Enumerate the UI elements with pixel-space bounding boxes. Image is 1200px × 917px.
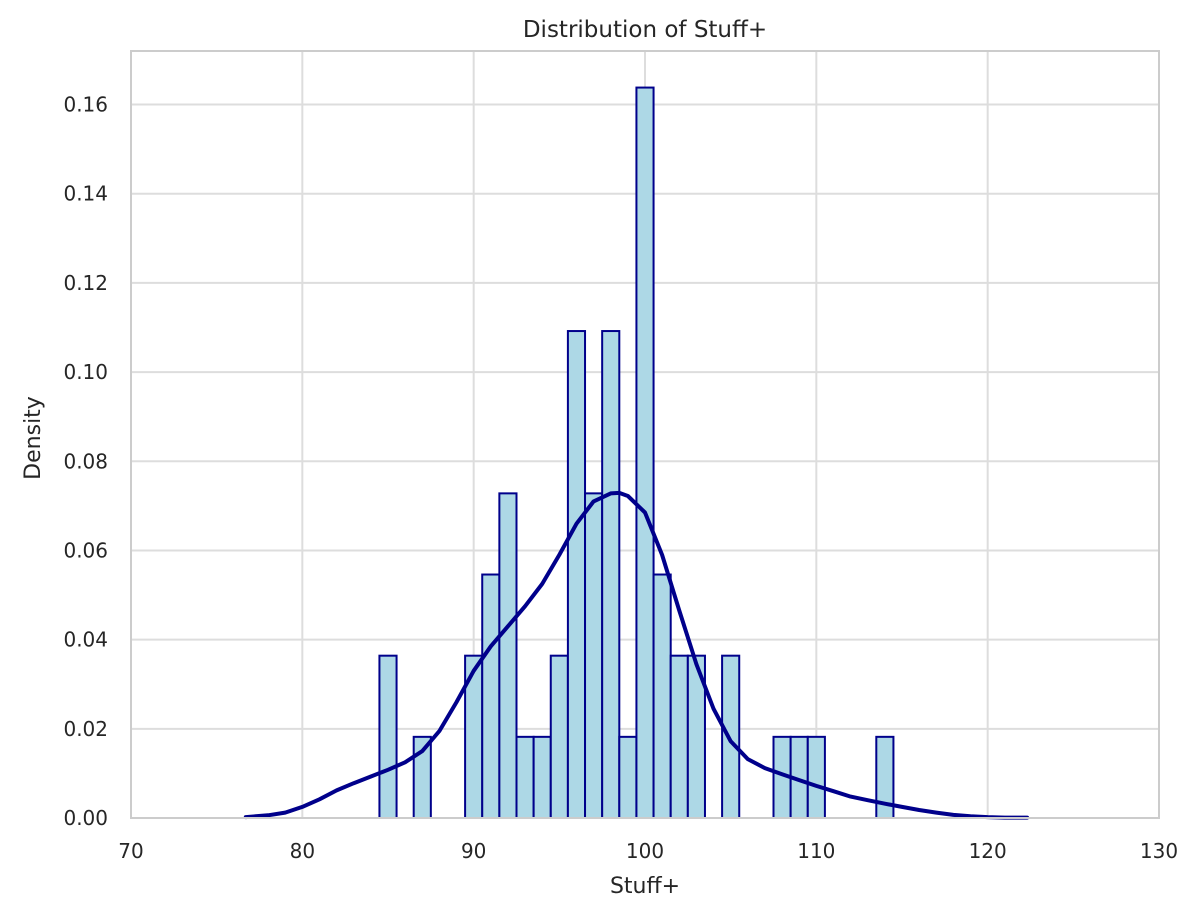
y-tick-label: 0.06 bbox=[63, 538, 108, 562]
histogram-bar bbox=[378, 654, 398, 819]
x-tick-label: 80 bbox=[290, 839, 315, 863]
y-tick-label: 0.04 bbox=[63, 628, 108, 652]
histogram-bar bbox=[721, 654, 741, 819]
histogram-bar bbox=[481, 573, 501, 819]
y-tick-label: 0.10 bbox=[63, 360, 108, 384]
kde-curve bbox=[243, 490, 1030, 820]
histogram-bar bbox=[584, 492, 604, 819]
y-axis-ticks: 0.00 0.02 0.04 0.06 0.08 0.10 0.12 0.14 0.16 bbox=[63, 93, 108, 830]
histogram-bar bbox=[806, 735, 826, 819]
x-tick-label: 100 bbox=[626, 839, 664, 863]
histogram-bars bbox=[378, 86, 895, 819]
y-tick-label: 0.14 bbox=[63, 182, 108, 206]
histogram-bar bbox=[618, 735, 638, 819]
x-axis-label: Stuff+ bbox=[610, 874, 680, 899]
x-tick-label: 90 bbox=[461, 839, 486, 863]
histogram-bar bbox=[532, 735, 552, 819]
y-axis-label: Density bbox=[21, 396, 46, 480]
x-tick-label: 130 bbox=[1140, 839, 1178, 863]
y-tick-label: 0.16 bbox=[63, 93, 108, 117]
histogram-bar bbox=[601, 330, 621, 819]
x-tick-label: 120 bbox=[969, 839, 1007, 863]
y-tick-label: 0.02 bbox=[63, 717, 108, 741]
histogram-bar bbox=[566, 330, 587, 819]
histogram-bar bbox=[635, 86, 655, 819]
x-axis-ticks: 70 80 90 100 110 120 130 bbox=[118, 839, 1178, 863]
histogram-bar bbox=[652, 573, 672, 819]
histogram-bar bbox=[549, 654, 569, 819]
plot-frame bbox=[130, 50, 1160, 819]
histogram-bar bbox=[669, 654, 689, 819]
chart-title: Distribution of Stuff+ bbox=[523, 17, 767, 43]
y-tick-label: 0.00 bbox=[63, 806, 108, 830]
x-tick-label: 110 bbox=[797, 839, 835, 863]
histogram-bar bbox=[498, 492, 518, 819]
y-tick-label: 0.12 bbox=[63, 271, 108, 295]
histogram-bar bbox=[515, 735, 535, 819]
y-tick-label: 0.08 bbox=[63, 449, 108, 473]
x-tick-label: 70 bbox=[118, 839, 143, 863]
